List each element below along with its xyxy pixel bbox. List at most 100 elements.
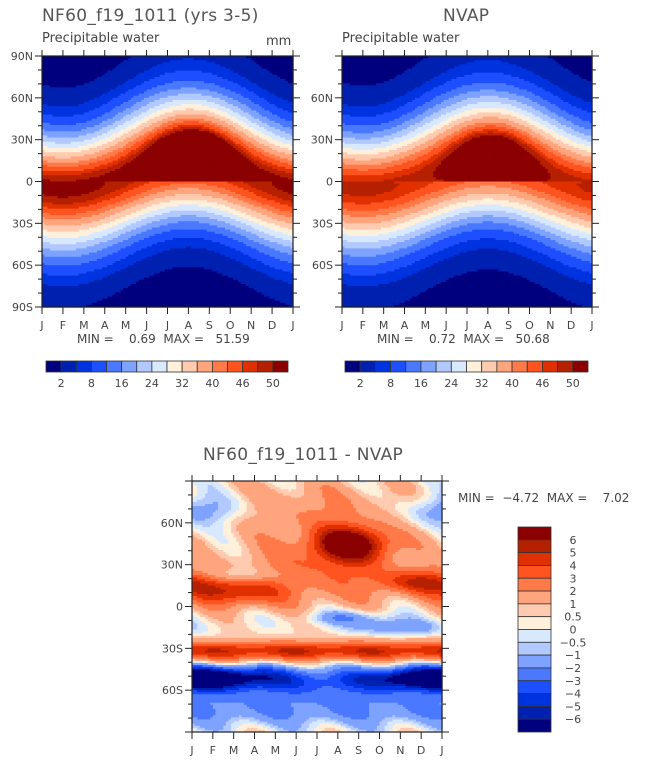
contour-cell: [83, 62, 88, 65]
contour-cell: [235, 79, 239, 82]
contour-cell: [188, 74, 192, 78]
contour-cell: [172, 87, 176, 91]
contour-cell: [214, 91, 218, 95]
contour-cell: [232, 79, 237, 82]
contour-cell: [123, 93, 127, 97]
contour-cell: [91, 68, 95, 72]
contour-cell: [141, 62, 145, 65]
contour-cell: [52, 93, 56, 97]
contour-cell: [266, 62, 271, 65]
contour-cell: [177, 83, 182, 86]
contour-cell: [206, 91, 210, 95]
contour-cell: [109, 58, 114, 61]
contour-cell: [259, 91, 263, 95]
contour-cell: [209, 85, 213, 88]
contour-cell: [274, 91, 278, 95]
contour-cell: [115, 56, 119, 59]
contour-cell: [133, 95, 137, 99]
contour-cell: [266, 72, 271, 76]
contour-cell: [136, 87, 140, 91]
contour-cell: [196, 64, 200, 68]
contour-cell: [112, 89, 116, 93]
contour-cell: [109, 60, 114, 63]
contour-cell: [123, 102, 127, 105]
contour-cell: [47, 99, 51, 103]
contour-cell: [290, 89, 294, 93]
contour-cell: [198, 93, 203, 97]
contour-cell: [141, 68, 145, 72]
contour-cell: [57, 97, 61, 101]
contour-cell: [180, 64, 184, 68]
contour-cell: [44, 58, 48, 61]
contour-cell: [73, 74, 77, 78]
contour-cell: [177, 62, 182, 65]
contour-cell: [191, 79, 195, 82]
contour-cell: [162, 60, 166, 63]
contour-cell: [143, 97, 148, 101]
contour-cell: [104, 68, 108, 72]
contour-cell: [238, 81, 242, 84]
contour-cell: [68, 81, 72, 84]
contour-cell: [183, 64, 187, 68]
contour-cell: [256, 99, 260, 103]
contour-cell: [193, 91, 197, 95]
contour-cell: [42, 99, 46, 103]
contour-cell: [117, 81, 122, 84]
contour-cell: [175, 99, 179, 103]
contour-cell: [99, 81, 103, 84]
contour-cell: [185, 58, 190, 61]
contour-cell: [248, 68, 252, 72]
contour-cell: [198, 56, 203, 59]
contour-cell: [253, 89, 257, 93]
contour-cell: [191, 62, 195, 65]
contour-cell: [65, 58, 69, 61]
contour-cell: [102, 93, 106, 97]
contour-cell: [261, 99, 265, 103]
contour-cell: [162, 76, 166, 80]
contour-cell: [120, 58, 124, 61]
contour-cell: [170, 60, 174, 63]
contour-cell: [266, 76, 271, 80]
contour-cell: [209, 56, 213, 59]
contour-cell: [138, 83, 142, 86]
contour-cell: [130, 97, 135, 101]
contour-cell: [175, 81, 179, 84]
contour-cell: [230, 66, 234, 70]
contour-cell: [49, 83, 54, 86]
contour-cell: [123, 85, 127, 88]
contour-cell: [44, 79, 48, 82]
contour-cell: [259, 64, 263, 68]
contour-cell: [227, 76, 231, 80]
contour-cell: [217, 58, 221, 61]
contour-cell: [188, 56, 192, 59]
contour-cell: [214, 76, 218, 80]
contour-cell: [164, 76, 169, 80]
contour-cell: [193, 79, 197, 82]
contour-cell: [277, 76, 281, 80]
contour-cell: [274, 66, 278, 70]
contour-cell: [81, 83, 85, 86]
contour-cell: [272, 68, 276, 72]
contour-cell: [235, 91, 239, 95]
contour-cell: [86, 85, 90, 88]
contour-cell: [180, 87, 184, 91]
contour-cell: [136, 81, 140, 84]
contour-cell: [287, 66, 291, 70]
contour-cell: [230, 60, 234, 63]
contour-cell: [206, 95, 210, 99]
contour-cell: [243, 68, 247, 72]
contour-cell: [60, 64, 64, 68]
contour-cell: [235, 95, 239, 99]
contour-cell: [52, 60, 56, 63]
contour-cell: [227, 58, 231, 61]
contour-cell: [251, 97, 255, 101]
contour-cell: [102, 102, 106, 105]
contour-cell: [287, 91, 291, 95]
contour-cell: [96, 64, 101, 68]
contour-cell: [151, 97, 156, 101]
contour-cell: [42, 68, 46, 72]
contour-cell: [109, 85, 114, 88]
contour-cell: [170, 62, 174, 65]
contour-cell: [117, 66, 122, 70]
contour-cell: [47, 83, 51, 86]
